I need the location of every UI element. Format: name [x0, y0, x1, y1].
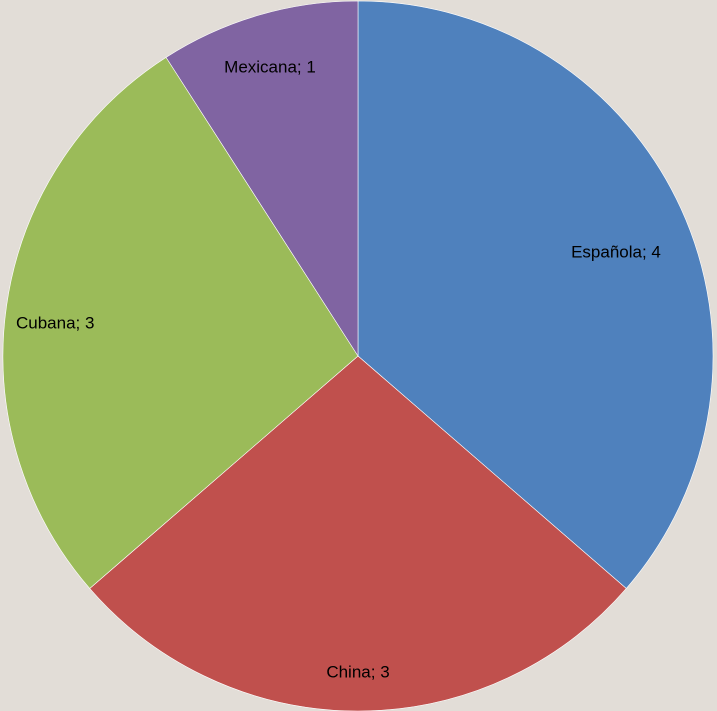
pie-data-labels: Española; 4 China; 3 Cubana; 3 Mexicana; 1: [16, 57, 661, 681]
pie-slice-cubana: [2, 56, 359, 589]
data-label-mexicana: Mexicana; 1: [224, 57, 316, 76]
data-label-cubana: Cubana; 3: [16, 313, 94, 332]
data-label-china: China; 3: [326, 662, 389, 681]
pie-slice-mexicana: [165, 0, 359, 358]
data-label-espanola: Española; 4: [571, 242, 661, 261]
pie-slice-espanola: [357, 0, 714, 589]
